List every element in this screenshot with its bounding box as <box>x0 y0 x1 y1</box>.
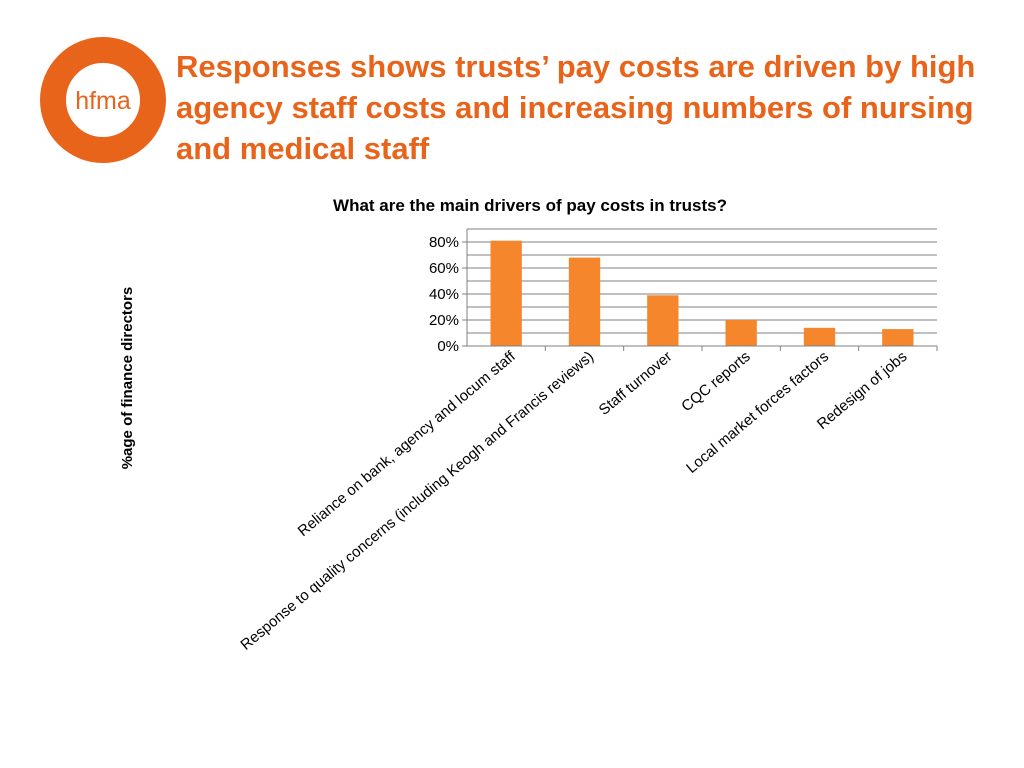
y-tick-label: 80% <box>429 234 459 251</box>
bar <box>882 329 914 346</box>
bar <box>725 320 757 346</box>
logo-ring <box>40 37 166 163</box>
x-category-label: Response to quality concerns (including … <box>237 348 597 654</box>
page-headline: Responses shows trusts’ pay costs are dr… <box>176 49 976 166</box>
y-tick-label: 40% <box>429 286 459 303</box>
logo-text: hfma <box>75 87 131 115</box>
y-tick-label: 20% <box>429 312 459 329</box>
y-tick-label: 0% <box>437 338 459 355</box>
y-tick-label: 60% <box>429 260 459 277</box>
x-category-label: CQC reports <box>678 348 753 415</box>
bar <box>490 240 522 346</box>
bar <box>568 257 601 346</box>
bar <box>803 327 836 346</box>
chart-title: What are the main drivers of pay costs i… <box>333 196 727 215</box>
x-category-label: Local market forces factors <box>683 348 832 477</box>
x-category-label: Staff turnover <box>596 348 676 419</box>
y-axis-title: %age of finance directors <box>119 287 136 470</box>
bar <box>647 295 679 346</box>
hfma-logo: hfma <box>40 37 166 163</box>
